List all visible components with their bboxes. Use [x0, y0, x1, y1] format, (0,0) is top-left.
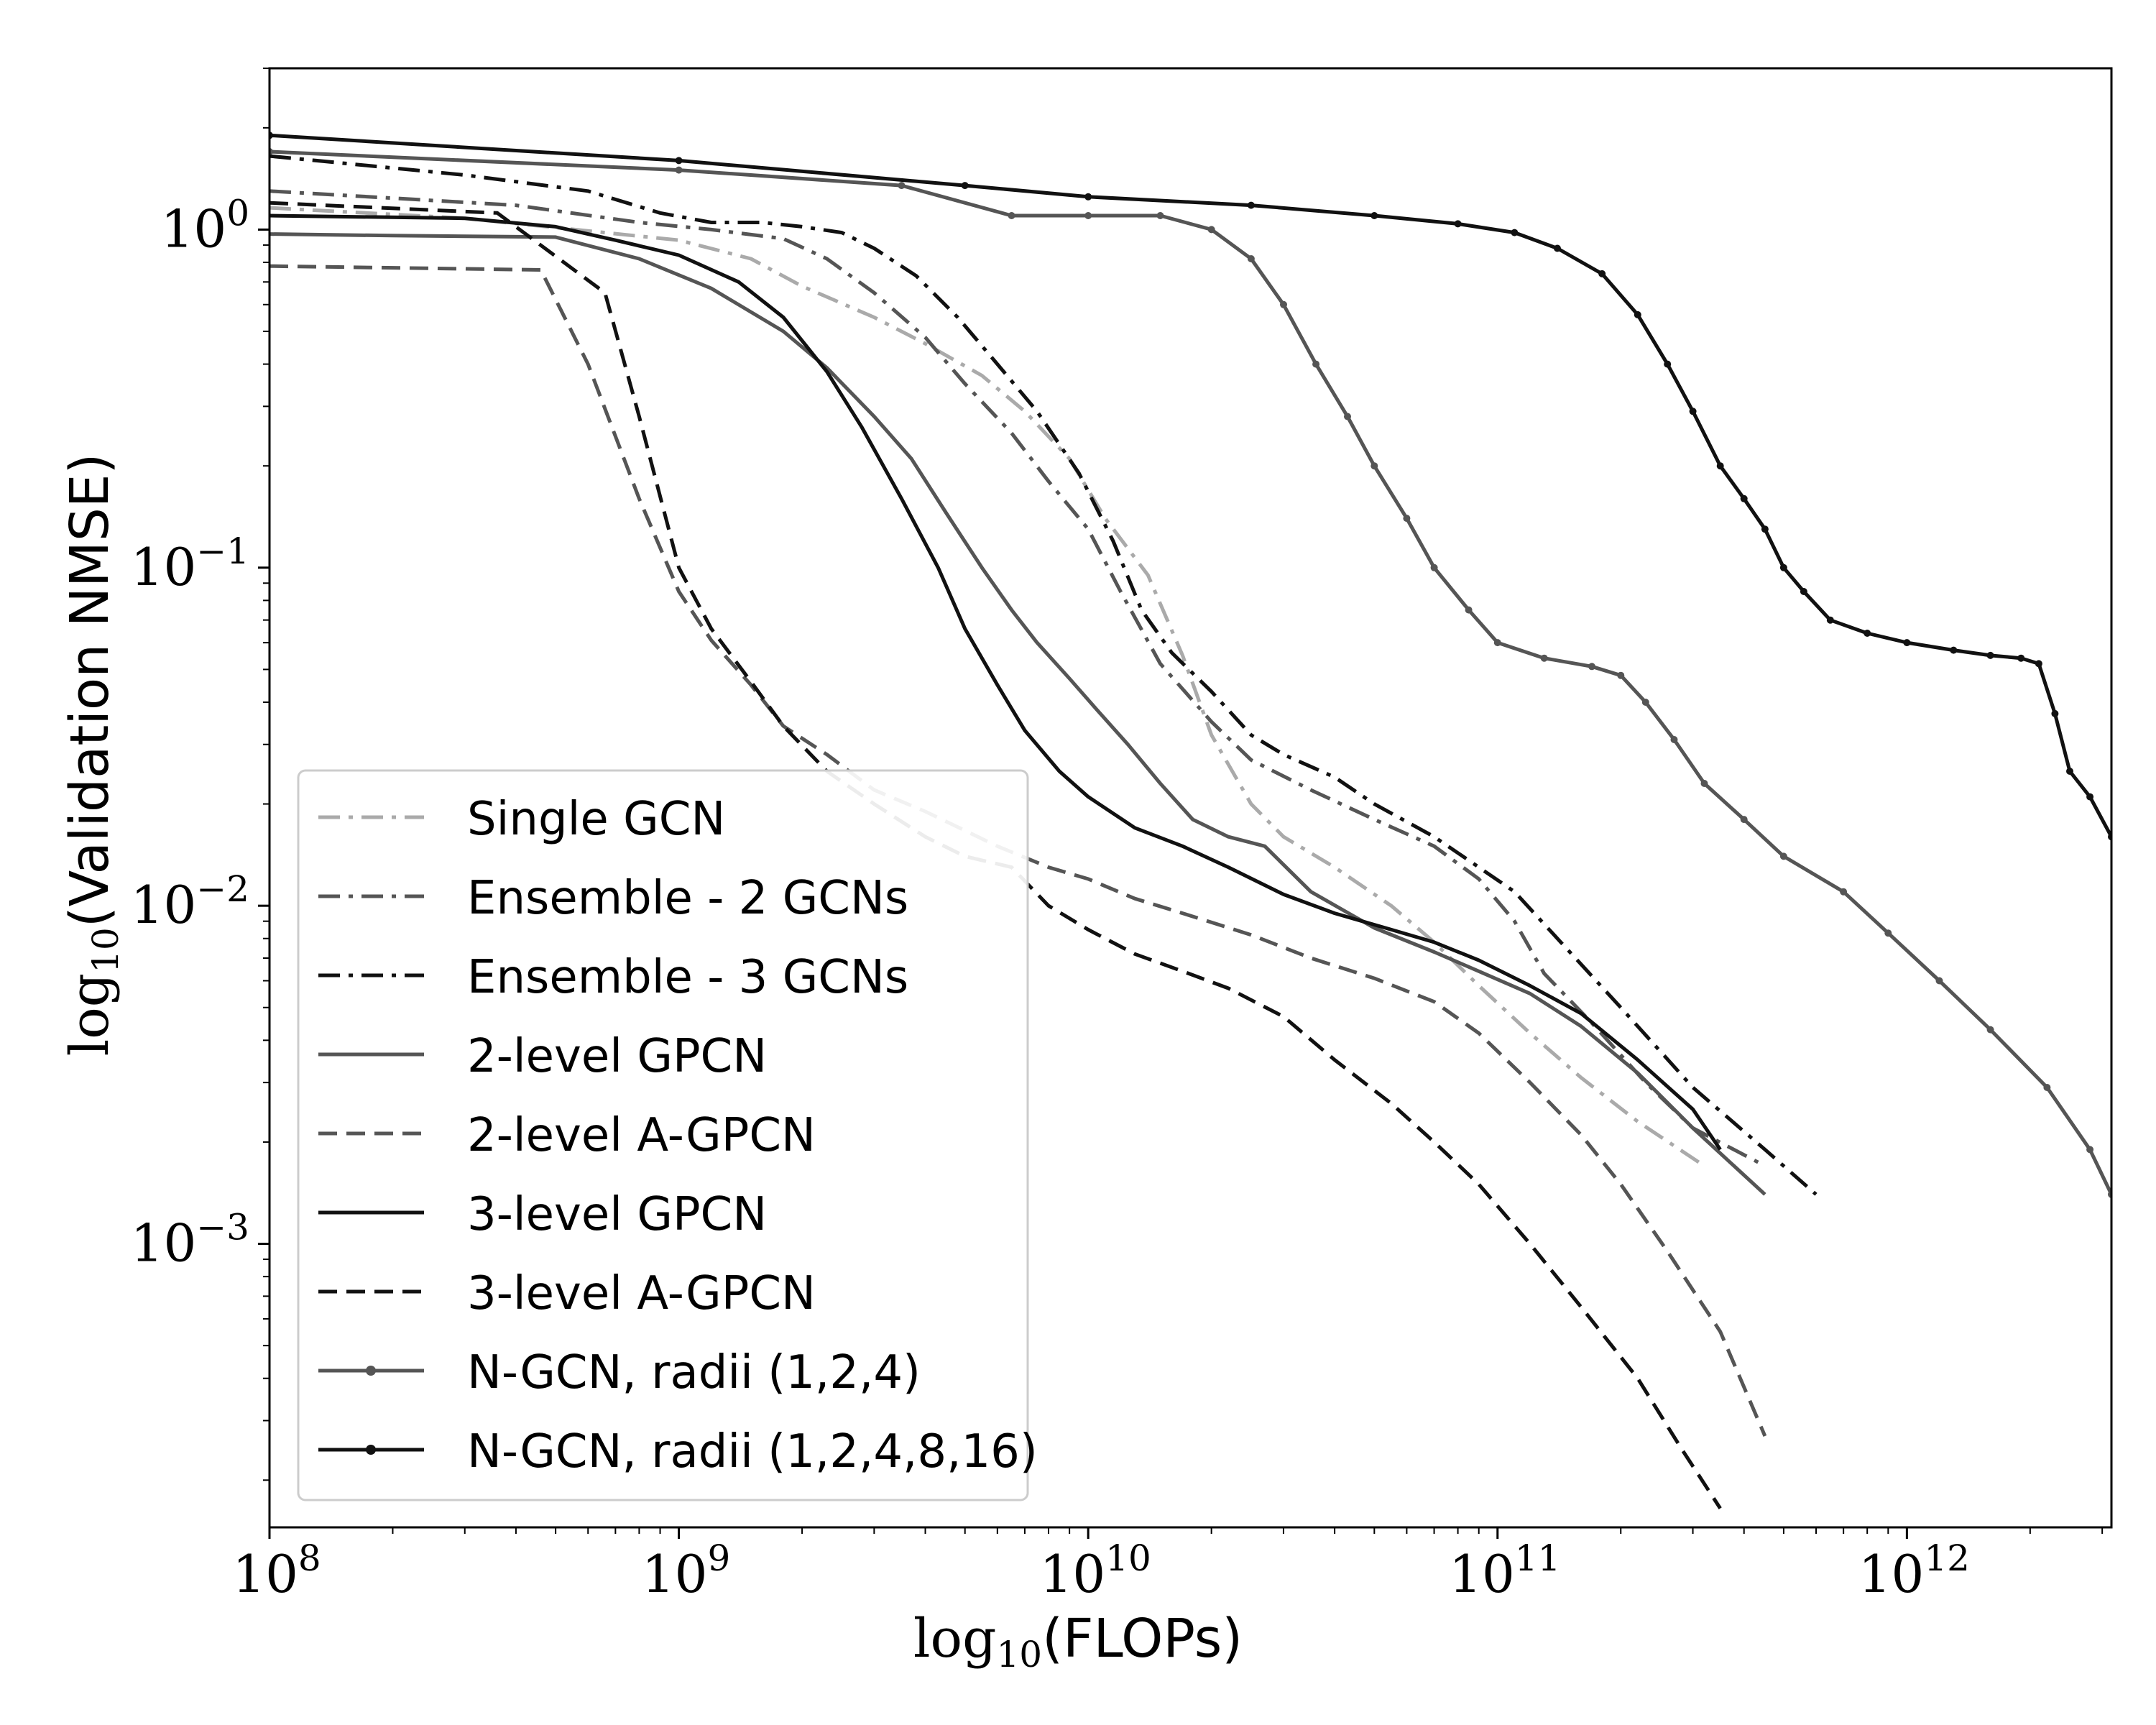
series-9-marker	[1370, 212, 1378, 219]
series-8-marker	[1779, 852, 1787, 860]
series-8-marker	[1370, 462, 1378, 470]
series-line-6	[270, 213, 1722, 1151]
series-line-1	[270, 206, 1705, 1168]
y-tick-label: 10−2	[131, 868, 249, 935]
series-8-marker	[1008, 212, 1015, 219]
series-9-marker	[1950, 646, 1958, 654]
x-tick-label: 1011	[1449, 1537, 1560, 1604]
series-8-marker	[1403, 515, 1411, 523]
series-9-marker	[1664, 360, 1672, 368]
series-9-marker	[2035, 660, 2042, 668]
x-axis-label: log10(FLOPs)	[913, 1608, 1243, 1675]
series-9-marker	[1554, 244, 1561, 252]
x-tick-label: 1010	[1040, 1537, 1151, 1604]
legend: Single GCN Ensemble - 2 GCNs Ensemble - 3 …	[297, 769, 1038, 1501]
legend-label: N-GCN, radii (1,2,4)	[467, 1346, 921, 1399]
series-9-marker	[1689, 408, 1697, 415]
series-8-marker	[1430, 564, 1438, 571]
legend-label: Ensemble - 2 GCNs	[467, 872, 908, 925]
legend-label: 3-level GPCN	[467, 1188, 767, 1241]
series-8-marker	[1670, 736, 1678, 743]
series-9-marker	[2051, 709, 2059, 717]
series-9-marker	[2017, 654, 2025, 662]
series-8-marker	[1840, 888, 1848, 896]
series-9-marker	[2066, 768, 2073, 775]
series-8-marker	[1884, 929, 1892, 937]
legend-label: N-GCN, radii (1,2,4,8,16)	[467, 1425, 1038, 1478]
series-line-9	[270, 133, 2111, 838]
series-line-5	[270, 264, 1767, 1437]
series-8-marker	[1344, 413, 1351, 420]
series-8-marker	[1312, 360, 1320, 368]
series-8-marker	[1617, 671, 1625, 679]
legend-label: 2-level A-GPCN	[467, 1109, 816, 1162]
y-tick-label: 100	[161, 192, 249, 259]
series-9-marker	[1761, 525, 1769, 533]
series-9-marker	[961, 182, 969, 190]
series-line-4	[270, 232, 1766, 1196]
legend-marker	[366, 1366, 376, 1376]
x-tick-label: 108	[232, 1537, 321, 1604]
series-8-marker	[1247, 255, 1255, 262]
series-8-marker	[675, 166, 683, 174]
series-8-marker	[2086, 1146, 2094, 1154]
series-9-marker	[1740, 494, 1748, 502]
series-9-marker	[1716, 462, 1724, 470]
series-9-marker	[1864, 630, 1871, 637]
series-8-marker	[1935, 977, 1943, 985]
series-9-marker	[2086, 793, 2094, 801]
y-tick-label: 10−1	[131, 530, 249, 597]
series-9-marker	[675, 157, 683, 165]
series-9-marker	[1454, 220, 1462, 228]
y-axis-label: log10(Validation NMSE)	[59, 454, 126, 1057]
series-9-marker	[1779, 564, 1787, 571]
series-8-marker	[1700, 780, 1708, 787]
series-8-marker	[1588, 663, 1595, 671]
series-8-marker	[1280, 300, 1287, 308]
series-line-3	[270, 154, 1818, 1196]
series-9-marker	[1800, 588, 1807, 595]
series-8-marker	[2043, 1084, 2051, 1091]
series-9-marker	[1903, 639, 1911, 647]
plot-frame	[268, 67, 2113, 1529]
series-8-marker	[1084, 212, 1092, 219]
x-tick-label: 1012	[1858, 1537, 1970, 1604]
legend-label: 3-level A-GPCN	[467, 1267, 816, 1320]
series-line-2	[270, 189, 1766, 1168]
legend-box	[297, 769, 1029, 1501]
y-axis: 100 10−1 10−2 10−3	[131, 68, 270, 1481]
legend-marker	[366, 1445, 376, 1455]
series-8-marker	[1207, 226, 1215, 234]
series-9-marker	[1634, 310, 1641, 318]
series-9-marker	[1826, 616, 1834, 624]
series-9-marker	[1511, 229, 1519, 236]
series-9-marker	[1598, 270, 1606, 277]
series-9-marker	[1986, 651, 1994, 659]
x-axis: 108 109 1010 1011 1012	[232, 1527, 2104, 1604]
series-9-marker	[1247, 201, 1255, 209]
series-8-marker	[1740, 816, 1748, 824]
legend-label: 2-level GPCN	[467, 1030, 767, 1083]
series-layer	[270, 132, 2111, 1509]
series-8-marker	[1986, 1026, 1994, 1034]
series-8-marker	[1465, 606, 1473, 614]
legend-label: Ensemble - 3 GCNs	[467, 951, 908, 1004]
series-line-7	[270, 201, 1722, 1509]
series-8-marker	[1540, 654, 1548, 662]
legend-label: Single GCN	[467, 793, 725, 846]
series-8-marker	[898, 182, 906, 190]
series-8-marker	[1493, 639, 1501, 647]
series-8-marker	[1156, 212, 1164, 219]
x-tick-label: 109	[642, 1537, 730, 1604]
y-tick-label: 10−3	[131, 1207, 249, 1274]
series-9-marker	[1084, 193, 1092, 201]
series-8-marker	[1641, 699, 1649, 706]
